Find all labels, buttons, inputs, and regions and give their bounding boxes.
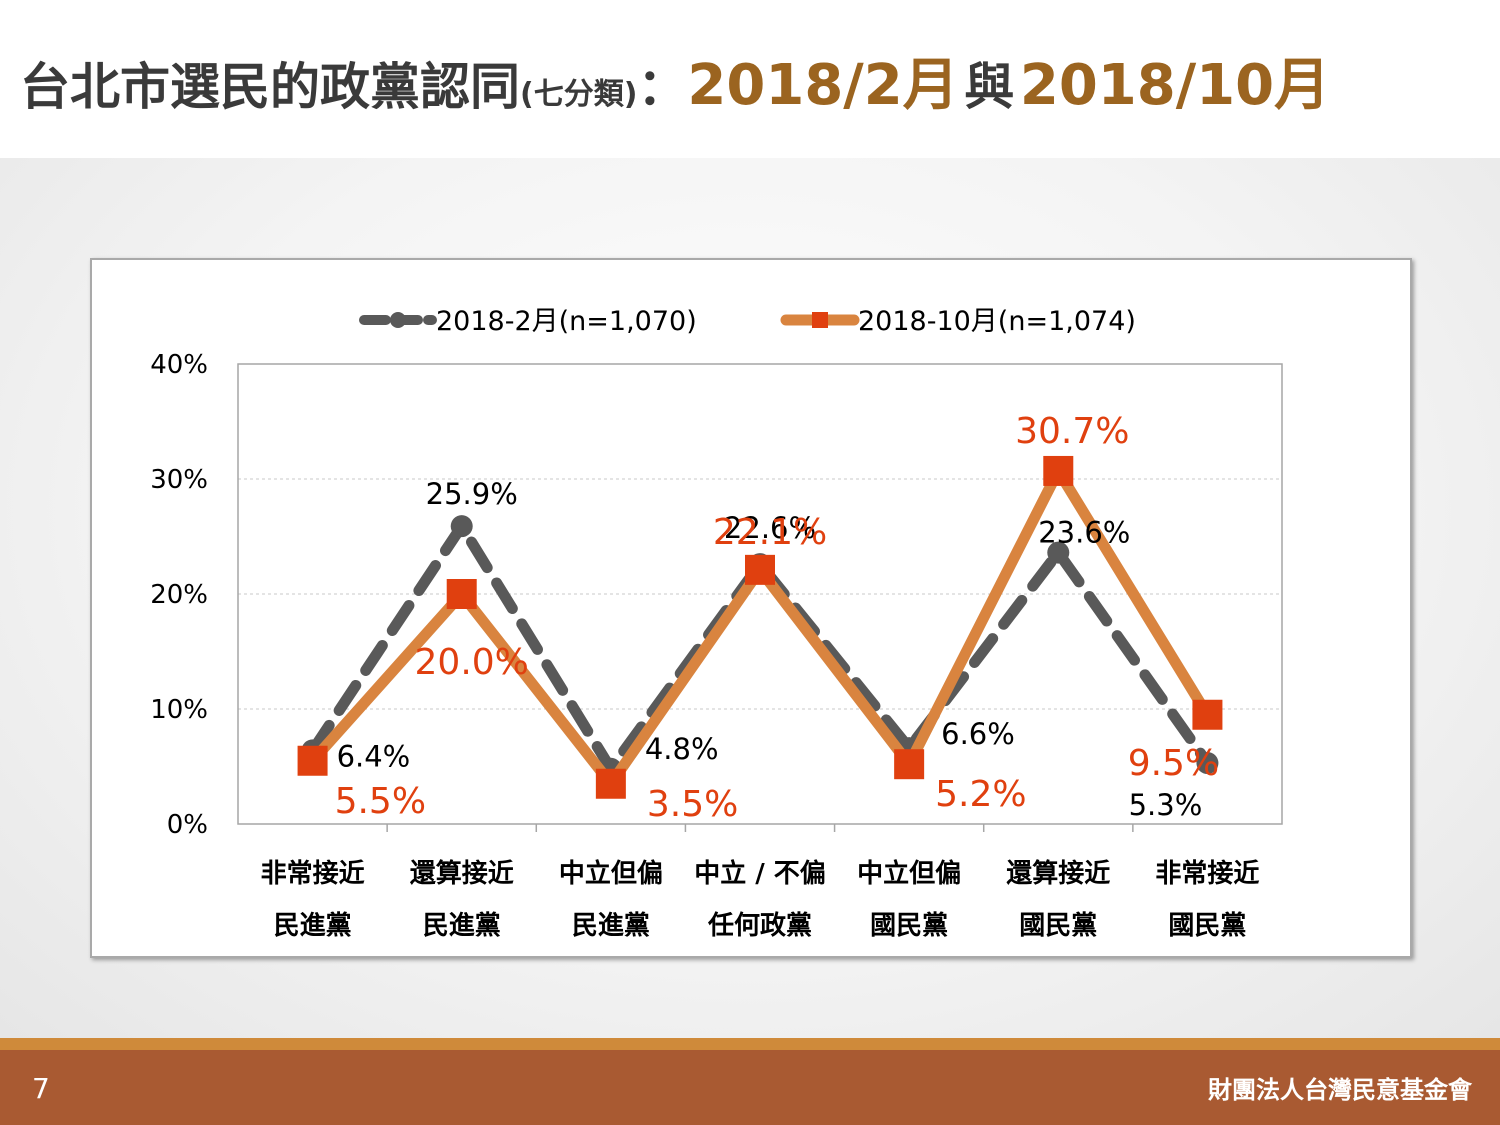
y-tick-label: 10% (150, 695, 208, 725)
x-category-label: 國民黨 (1168, 911, 1246, 941)
x-category-label: 民進黨 (274, 911, 352, 941)
data-label-feb: 4.8% (645, 732, 719, 766)
title-colon: ： (637, 58, 688, 116)
organization-name: 財團法人台灣民意基金會 (1208, 1076, 1472, 1104)
x-category-label: 中立但偏 (857, 858, 961, 889)
legend-label-oct: 2018-10月(n=1,074) (858, 306, 1136, 337)
footer-stripe (0, 1038, 1500, 1050)
legend-label-feb: 2018-2月(n=1,070) (436, 306, 697, 337)
data-label-oct: 9.5% (1128, 743, 1219, 784)
title-sub: (七分類) (520, 77, 638, 112)
title-bar: 台北市選民的政黨認同(七分類)：2018/2月 與 2018/10月 (0, 0, 1500, 158)
footer-bar (0, 1050, 1500, 1125)
y-tick-label: 40% (150, 350, 208, 380)
slide-title: 台北市選民的政黨認同(七分類)：2018/2月 與 2018/10月 (20, 40, 1330, 121)
x-category-label: 國民黨 (1019, 911, 1097, 941)
data-point-oct (1043, 455, 1074, 486)
data-point-oct (894, 749, 925, 780)
data-label-oct: 5.5% (335, 781, 426, 822)
title-and: 與 (964, 58, 1015, 116)
data-label-feb: 25.9% (426, 477, 518, 511)
legend-marker-oct (812, 312, 828, 328)
data-label-oct: 3.5% (647, 784, 738, 825)
x-category-label: 民進黨 (423, 911, 501, 941)
title-date-oct: 2018/10月 (1019, 53, 1331, 118)
x-category-label: 任何政黨 (707, 910, 812, 941)
data-point-oct (595, 768, 626, 799)
data-label-feb: 6.6% (941, 717, 1015, 751)
data-label-feb: 22.6% (724, 511, 816, 545)
data-label-oct: 5.2% (935, 774, 1026, 815)
y-tick-label: 0% (167, 810, 208, 840)
x-category-label: 還算接近 (1006, 858, 1110, 889)
data-point-oct (297, 745, 328, 776)
x-category-label: 國民黨 (870, 911, 948, 941)
data-point-oct (745, 554, 775, 585)
title-date-feb: 2018/2月 (687, 53, 959, 118)
data-label-feb: 6.4% (337, 739, 411, 773)
data-point-oct (1192, 699, 1223, 730)
data-label-feb: 23.6% (1038, 516, 1130, 550)
x-category-label: 民進黨 (572, 911, 650, 941)
data-label-feb: 5.3% (1129, 788, 1203, 822)
data-point-feb (1196, 752, 1219, 775)
y-tick-label: 30% (150, 465, 208, 495)
x-category-label: 中立 / 不偏 (694, 858, 826, 889)
x-category-label: 非常接近 (1155, 859, 1259, 889)
x-category-label: 還算接近 (410, 858, 514, 889)
data-point-oct (446, 579, 477, 609)
data-point-feb (1047, 541, 1070, 564)
x-category-label: 中立但偏 (559, 858, 663, 889)
data-label-oct: 20.0% (415, 642, 529, 683)
data-point-feb (450, 515, 473, 538)
y-tick-label: 20% (150, 580, 208, 610)
data-label-oct: 22.1% (713, 512, 827, 553)
legend-marker-feb (390, 312, 406, 328)
x-category-label: 非常接近 (261, 859, 365, 889)
plot-area-border (237, 363, 1283, 825)
page-number: 7 (32, 1072, 50, 1105)
title-main: 台北市選民的政黨認同 (20, 58, 520, 116)
data-label-oct: 30.7% (1015, 411, 1129, 452)
chart-frame: 0% 10% 20% 30% 40% 非常接近民進黨 還算接近民進黨 中立但偏民進黨 中立 / … (90, 258, 1412, 958)
